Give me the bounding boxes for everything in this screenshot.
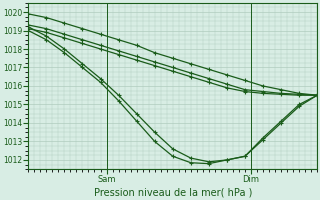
X-axis label: Pression niveau de la mer( hPa ): Pression niveau de la mer( hPa ) [93, 187, 252, 197]
